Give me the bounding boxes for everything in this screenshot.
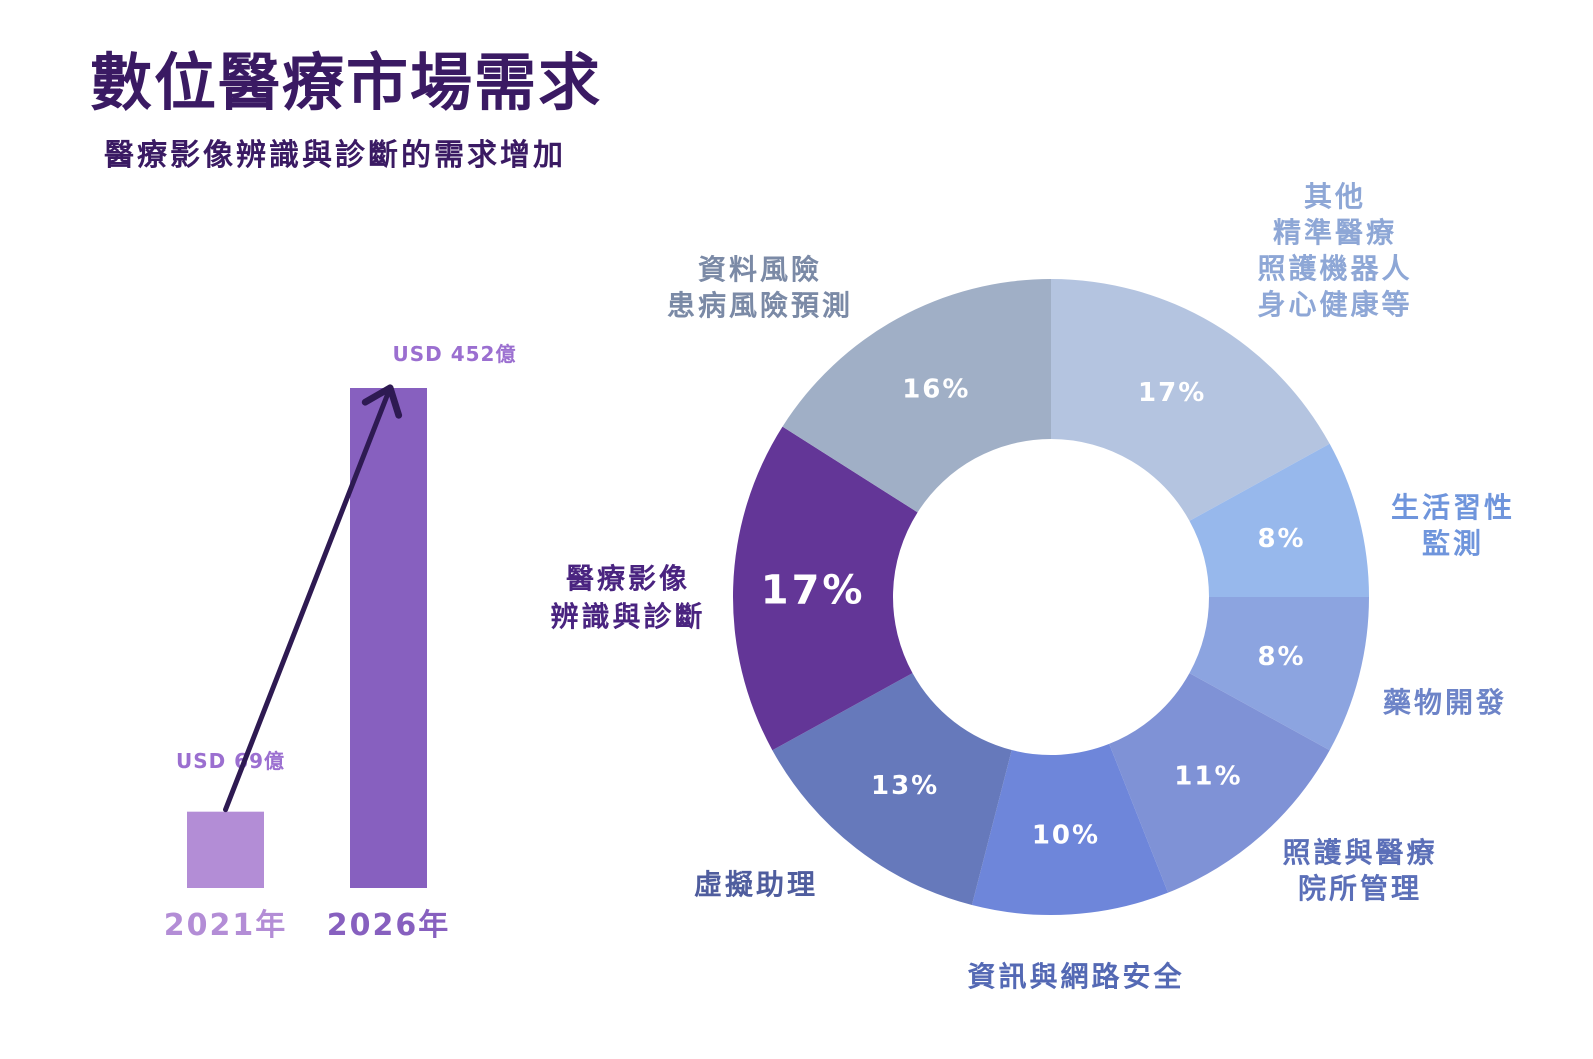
slice-category-label: 藥物開發 bbox=[1382, 686, 1507, 719]
donut-slice bbox=[782, 279, 1051, 513]
slice-percent-label: 13% bbox=[871, 771, 939, 801]
bar-2021年 bbox=[187, 811, 264, 888]
slice-category-label: 資料風險患病風險預測 bbox=[667, 253, 853, 322]
slice-percent-label: 10% bbox=[1032, 821, 1100, 851]
bar-value-label: USD 452億 bbox=[393, 342, 517, 366]
page-subtitle: 醫療影像辨識與診斷的需求增加 bbox=[104, 138, 566, 173]
slice-percent-label: 8% bbox=[1257, 642, 1305, 672]
donut-slice bbox=[1051, 279, 1330, 521]
donut-slice bbox=[1189, 443, 1369, 597]
slice-percent-label: 17% bbox=[761, 568, 866, 614]
slice-category-label: 其他精準醫療照護機器人身心健康等 bbox=[1257, 180, 1412, 321]
bar-category-label: 2021年 bbox=[164, 908, 288, 943]
donut-slice bbox=[1189, 597, 1369, 751]
slice-category-label: 虛擬助理 bbox=[694, 868, 818, 901]
page-title: 數位醫療市場需求 bbox=[90, 46, 603, 119]
slice-category-label: 照護與醫療院所管理 bbox=[1282, 836, 1437, 905]
donut-slice bbox=[971, 743, 1169, 915]
slice-percent-label: 17% bbox=[1138, 378, 1206, 408]
slice-percent-label: 11% bbox=[1174, 762, 1242, 792]
donut-slice bbox=[772, 673, 1012, 906]
donut-chart: 17% 其他精準醫療照護機器人身心健康等 8% 生活習性監測 8% 藥物開發 11% 照護與醫… bbox=[550, 180, 1515, 993]
growth-arrow bbox=[223, 384, 403, 813]
bar-value-label: USD 69億 bbox=[176, 749, 285, 773]
bar-chart: 2021年 2026年 USD 69億 USD 452億 bbox=[164, 342, 517, 943]
slice-category-label: 醫療影像辨識與診斷 bbox=[550, 562, 705, 633]
slice-category-label: 生活習性監測 bbox=[1391, 491, 1515, 560]
bar-category-label: 2026年 bbox=[327, 908, 451, 943]
donut-slice bbox=[733, 426, 918, 751]
slice-percent-label: 8% bbox=[1257, 524, 1305, 554]
bar-2026年 bbox=[350, 388, 427, 888]
donut-slice bbox=[1109, 673, 1330, 893]
slice-category-label: 資訊與網路安全 bbox=[967, 960, 1184, 993]
slice-percent-label: 16% bbox=[902, 374, 970, 404]
